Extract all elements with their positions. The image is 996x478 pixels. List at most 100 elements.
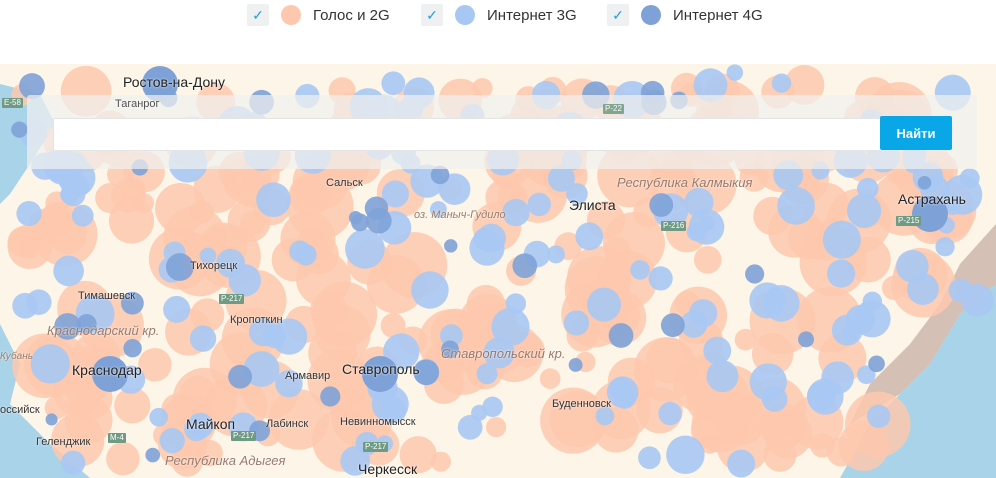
internet-3g-area <box>159 428 185 454</box>
road-sign: P-217 <box>219 294 245 304</box>
internet-4g-city-area <box>142 66 178 102</box>
legend-item-voice-2g[interactable]: ✓ Голос и 2G <box>247 3 390 27</box>
voice-2g-area <box>190 298 225 333</box>
internet-3g-area <box>566 183 588 205</box>
internet-3g-area <box>72 177 90 196</box>
road-sign: P-217 <box>231 431 257 441</box>
caspian-shore <box>850 224 996 424</box>
black-sea <box>0 324 90 478</box>
region-label: Краснодарский кр. <box>47 323 160 338</box>
internet-3g-area <box>383 333 420 370</box>
internet-3g-area <box>491 307 530 347</box>
internet-3g-area <box>275 370 303 398</box>
search-button[interactable]: Найти <box>880 116 952 150</box>
checkbox-icon[interactable]: ✓ <box>607 4 629 26</box>
internet-3g-area <box>666 435 705 474</box>
internet-3g-area <box>61 450 86 475</box>
internet-4g-area <box>76 314 97 334</box>
legend-item-internet-3g[interactable]: ✓ Интернет 3G <box>421 3 577 27</box>
city-label: Кропоткин <box>230 314 283 326</box>
internet-3g-area <box>693 68 728 103</box>
voice-2g-area <box>633 337 698 402</box>
internet-4g-area <box>413 359 440 386</box>
internet-3g-area <box>726 64 744 81</box>
internet-3g-area <box>703 336 732 365</box>
internet-3g-area <box>686 222 706 242</box>
road-sign: P-216 <box>661 221 687 231</box>
internet-3g-area <box>411 271 449 309</box>
internet-3g-area <box>948 278 973 303</box>
road-sign: P-217 <box>363 442 389 452</box>
voice-2g-area <box>826 437 856 467</box>
internet-4g-area <box>19 73 45 99</box>
road-sign: P-215 <box>896 216 922 226</box>
internet-3g-area <box>630 260 650 280</box>
city-label: Краснодар <box>72 362 142 378</box>
internet-3g-area <box>546 245 565 264</box>
internet-3g-area <box>680 310 708 338</box>
internet-3g-area <box>248 317 278 347</box>
voice-2g-area <box>734 328 757 351</box>
legend-item-internet-4g[interactable]: ✓ Интернет 4G <box>607 3 763 27</box>
internet-3g-area <box>16 200 42 227</box>
road-sign: P-22 <box>603 104 624 114</box>
voice-2g-area <box>190 200 214 224</box>
voice-2g-area <box>179 375 216 411</box>
river-label: Кубань <box>0 351 33 362</box>
internet-4g-area <box>660 313 685 338</box>
voice-2g-area <box>108 198 155 244</box>
internet-3g-area <box>856 177 879 200</box>
internet-3g-area <box>935 237 955 257</box>
internet-3g-area <box>771 73 792 93</box>
internet-3g-area <box>727 449 756 478</box>
internet-3g-area <box>563 310 590 336</box>
address-search-input[interactable] <box>53 118 895 151</box>
internet-3g-area <box>821 361 854 394</box>
internet-3g-area <box>256 182 291 218</box>
internet-3g-area <box>381 180 409 208</box>
internet-4g-area <box>145 447 161 463</box>
internet-4g-city-area <box>362 356 398 392</box>
region-label: Республика Калмыкия <box>617 175 753 190</box>
city-label: оссийск <box>0 404 40 416</box>
voice-2g-area <box>540 387 607 454</box>
internet-3g-area <box>71 204 94 227</box>
internet-3g-area <box>575 222 604 251</box>
internet-3g-area <box>862 291 883 312</box>
internet-3g-area <box>25 289 52 315</box>
voice-2g-area <box>114 387 151 424</box>
voice-2g-area <box>693 245 722 274</box>
city-label: Тимашевск <box>78 290 136 302</box>
voice-2g-area <box>155 182 207 235</box>
voice-2g-area <box>380 313 406 339</box>
internet-3g-area <box>243 351 280 387</box>
city-label: Сальск <box>326 177 363 189</box>
internet-4g-area <box>917 176 932 190</box>
internet-3g-area <box>381 71 406 96</box>
city-label: Армавир <box>285 370 331 382</box>
legend-label: Интернет 3G <box>487 6 577 24</box>
coverage-map[interactable]: Ростов-на-Дону Таганрог Сальск оз. Маныч… <box>0 64 996 478</box>
voice-2g-area <box>313 296 343 326</box>
internet-4g-area <box>608 323 634 348</box>
internet-3g-area <box>749 363 787 401</box>
checkbox-icon[interactable]: ✓ <box>247 4 269 26</box>
internet-3g-area <box>896 249 929 283</box>
internet-3g-area <box>857 365 876 385</box>
legend-label: Голос и 2G <box>313 6 390 24</box>
voice-2g-area <box>539 368 561 389</box>
internet-4g-area <box>228 364 253 389</box>
voice-2g-area <box>763 410 813 459</box>
checkbox-icon[interactable]: ✓ <box>421 4 443 26</box>
internet-3g-area <box>270 318 308 355</box>
city-label: Таганрог <box>115 98 160 110</box>
voice-2g-area <box>138 347 172 382</box>
region-label: Ставропольский кр. <box>441 346 566 361</box>
voice-2g-area <box>784 64 825 105</box>
internet-3g-area <box>527 192 551 217</box>
city-label: Геленджик <box>36 436 91 448</box>
road-sign: M-4 <box>108 433 126 443</box>
internet-3g-area <box>199 247 217 265</box>
internet-3g-area <box>847 193 882 228</box>
internet-4g-area <box>444 239 458 253</box>
